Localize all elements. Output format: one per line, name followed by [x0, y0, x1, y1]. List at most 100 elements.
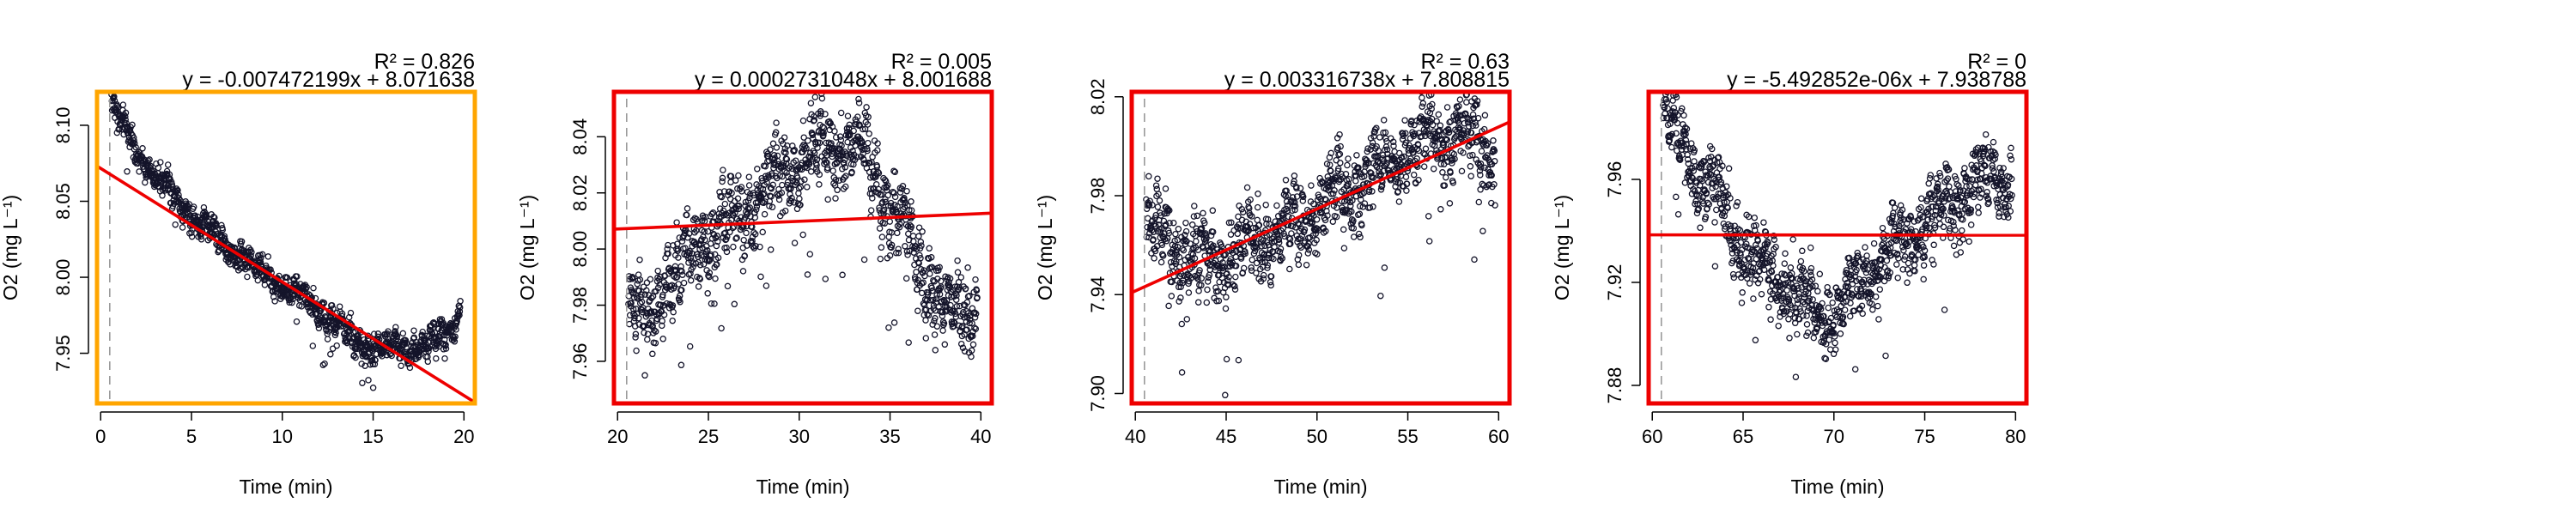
data-point	[735, 172, 742, 179]
data-point	[1357, 203, 1364, 210]
data-point	[695, 283, 702, 290]
data-point	[1784, 279, 1792, 287]
data-point	[1150, 228, 1157, 235]
data-point	[660, 311, 668, 318]
data-point	[783, 155, 791, 163]
data-point	[1221, 251, 1228, 259]
data-point	[968, 353, 975, 360]
data-point	[1381, 264, 1388, 271]
data-point	[670, 308, 677, 316]
data-point	[309, 311, 316, 318]
data-point	[212, 220, 220, 227]
data-point	[1807, 244, 1814, 251]
data-point	[1959, 216, 1966, 223]
x-tick-label: 60	[1642, 426, 1662, 447]
data-point	[836, 145, 844, 153]
data-point	[1194, 299, 1202, 306]
data-point	[1248, 264, 1255, 271]
data-point	[1161, 235, 1169, 243]
data-point	[659, 318, 665, 324]
data-point	[1150, 236, 1157, 243]
data-point	[1193, 238, 1200, 245]
data-point	[1198, 275, 1206, 282]
data-point	[648, 294, 655, 301]
data-point	[2007, 195, 2014, 203]
data-point	[1229, 281, 1236, 288]
data-point	[399, 330, 407, 337]
data-point	[190, 203, 197, 210]
data-point	[1232, 273, 1239, 281]
data-point	[1927, 172, 1935, 179]
data-point	[1851, 366, 1859, 373]
data-point	[1776, 288, 1783, 296]
data-point	[1400, 130, 1406, 137]
data-point	[319, 361, 327, 368]
data-point	[888, 241, 896, 249]
data-point	[159, 192, 166, 199]
data-point	[956, 284, 963, 291]
data-point	[1829, 299, 1836, 306]
data-point	[1879, 224, 1886, 232]
data-point	[687, 270, 694, 277]
data-point	[1446, 118, 1453, 126]
data-point	[639, 427, 644, 433]
data-point	[1721, 212, 1728, 220]
data-point	[837, 109, 845, 117]
data-point	[751, 231, 759, 238]
data-point	[860, 156, 867, 163]
data-point	[1437, 206, 1444, 213]
data-point	[1473, 97, 1481, 105]
data-point	[890, 167, 897, 174]
data-point	[1260, 271, 1267, 279]
data-point	[791, 239, 799, 246]
r2-label: R² = 0.005	[891, 50, 992, 74]
data-point	[807, 168, 815, 175]
data-point	[1340, 245, 1348, 251]
data-point	[1209, 228, 1217, 235]
data-point	[1201, 220, 1208, 227]
data-point	[714, 261, 720, 268]
data-point	[1340, 226, 1347, 233]
data-point	[1191, 203, 1198, 209]
data-point	[1921, 253, 1929, 261]
data-point	[641, 291, 649, 298]
data-point	[724, 282, 732, 290]
data-point	[1796, 305, 1803, 312]
data-point	[1301, 226, 1309, 233]
data-point	[1159, 252, 1167, 259]
data-point	[696, 261, 704, 269]
data-point	[951, 310, 959, 318]
data-point	[1166, 207, 1173, 214]
data-point	[1842, 282, 1850, 290]
x-axis-title: Time (min)	[1273, 476, 1367, 498]
data-point	[392, 324, 399, 330]
data-point	[803, 144, 810, 152]
data-point	[1443, 136, 1450, 143]
data-point	[1303, 261, 1310, 269]
data-point	[919, 228, 926, 235]
data-point	[805, 161, 813, 167]
data-point	[1284, 207, 1291, 215]
data-point	[303, 283, 310, 291]
data-point	[1745, 213, 1753, 221]
data-point	[896, 223, 903, 231]
data-point	[172, 221, 179, 228]
data-point	[1383, 146, 1391, 154]
x-tick-label: 20	[607, 426, 628, 447]
data-point	[675, 254, 682, 261]
data-point	[669, 317, 676, 324]
data-point	[831, 128, 838, 135]
data-point	[1170, 219, 1177, 227]
data-point	[1429, 121, 1437, 129]
data-point	[1423, 123, 1431, 130]
y-axis-title: O2 (mg L⁻¹)	[516, 195, 538, 300]
data-point	[1349, 197, 1356, 204]
y-tick-label: 7.96	[569, 343, 591, 380]
data-point	[632, 330, 640, 338]
data-point	[1461, 130, 1467, 136]
data-point	[1179, 279, 1187, 287]
data-point	[659, 336, 666, 342]
data-point	[819, 123, 826, 130]
data-point	[1719, 162, 1726, 170]
data-point	[1681, 179, 1689, 186]
